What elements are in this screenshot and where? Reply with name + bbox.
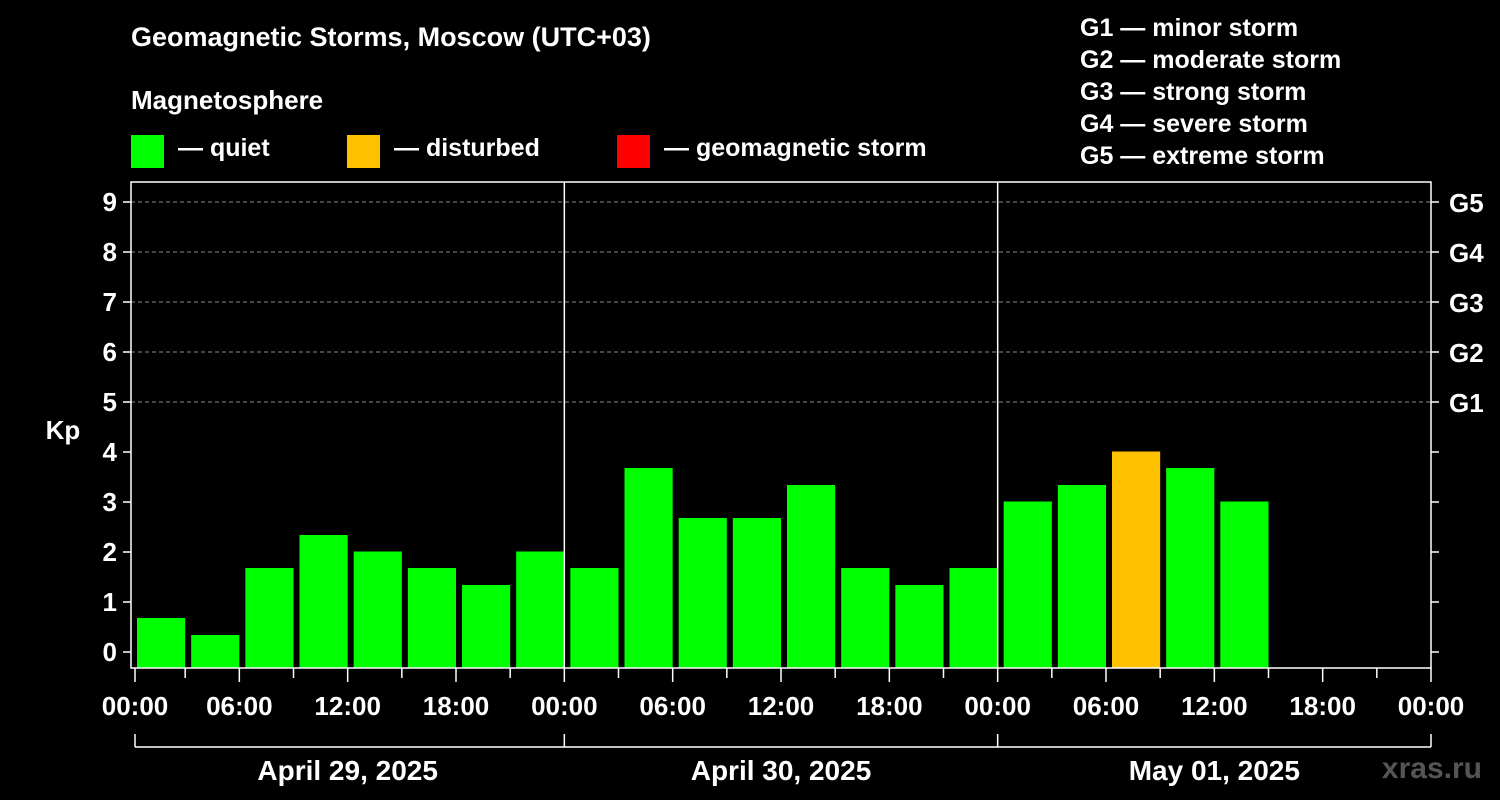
kp-bar bbox=[949, 568, 998, 668]
kp-bar bbox=[895, 585, 944, 668]
y-tick-label: 6 bbox=[103, 337, 117, 367]
x-tick-label: 06:00 bbox=[639, 691, 706, 721]
kp-bar bbox=[1003, 501, 1052, 668]
day-label: May 01, 2025 bbox=[1129, 755, 1300, 786]
g-level-label: G3 bbox=[1449, 288, 1484, 318]
x-tick-label: 00:00 bbox=[964, 691, 1031, 721]
x-tick-label: 18:00 bbox=[423, 691, 490, 721]
g-scale-g2: G2 — moderate storm bbox=[1080, 46, 1342, 74]
x-tick-label: 18:00 bbox=[856, 691, 923, 721]
kp-bar bbox=[407, 568, 456, 668]
kp-bar bbox=[245, 568, 294, 668]
g-scale-g4: G4 — severe storm bbox=[1080, 110, 1308, 138]
y-tick-label: 5 bbox=[103, 387, 117, 417]
kp-bar bbox=[841, 568, 890, 668]
kp-bar bbox=[787, 485, 836, 668]
g-scale-g3: G3 — strong storm bbox=[1080, 78, 1307, 106]
g-level-label: G2 bbox=[1449, 338, 1484, 368]
y-tick-label: 3 bbox=[103, 487, 117, 517]
kp-bar bbox=[624, 468, 673, 668]
x-tick-label: 12:00 bbox=[1181, 691, 1248, 721]
legend-label-disturbed: — disturbed bbox=[394, 134, 540, 162]
x-tick-label: 18:00 bbox=[1289, 691, 1356, 721]
kp-bar bbox=[462, 585, 511, 668]
kp-bar bbox=[516, 551, 565, 668]
y-tick-label: 7 bbox=[103, 287, 117, 317]
legend-swatch-quiet bbox=[131, 135, 164, 168]
kp-bar bbox=[299, 535, 348, 668]
kp-bar bbox=[732, 518, 781, 668]
kp-bar bbox=[191, 635, 240, 668]
g-level-label: G1 bbox=[1449, 388, 1484, 418]
kp-bar bbox=[353, 551, 402, 668]
legend-swatch-storm bbox=[617, 135, 650, 168]
x-tick-label: 06:00 bbox=[206, 691, 273, 721]
legend-label-storm: — geomagnetic storm bbox=[664, 134, 927, 162]
legend-label-quiet: — quiet bbox=[178, 134, 270, 162]
g-scale-g5: G5 — extreme storm bbox=[1080, 142, 1325, 170]
x-tick-label: 00:00 bbox=[1398, 691, 1465, 721]
y-tick-label: 4 bbox=[103, 437, 118, 467]
y-tick-label: 1 bbox=[103, 587, 117, 617]
y-tick-label: 2 bbox=[103, 537, 117, 567]
x-tick-label: 12:00 bbox=[748, 691, 815, 721]
day-label: April 30, 2025 bbox=[691, 755, 872, 786]
y-tick-label: 9 bbox=[103, 187, 117, 217]
chart-subtitle: Magnetosphere bbox=[131, 85, 324, 115]
day-label: April 29, 2025 bbox=[257, 755, 438, 786]
x-tick-label: 06:00 bbox=[1073, 691, 1140, 721]
x-tick-label: 12:00 bbox=[314, 691, 381, 721]
y-tick-label: 8 bbox=[103, 237, 117, 267]
x-tick-label: 00:00 bbox=[531, 691, 598, 721]
kp-bar bbox=[1112, 451, 1161, 668]
kp-bar bbox=[570, 568, 619, 668]
g-scale-g1: G1 — minor storm bbox=[1080, 14, 1299, 42]
watermark: xras.ru bbox=[1381, 752, 1482, 785]
kp-bar bbox=[1166, 468, 1215, 668]
y-tick-label: 0 bbox=[103, 637, 117, 667]
legend-swatch-disturbed bbox=[347, 135, 380, 168]
kp-bar bbox=[1220, 501, 1269, 668]
y-axis-label: Kp bbox=[46, 415, 81, 445]
chart-title: Geomagnetic Storms, Moscow (UTC+03) bbox=[131, 22, 651, 52]
kp-bar bbox=[1057, 485, 1106, 668]
g-level-label: G5 bbox=[1449, 188, 1484, 218]
x-tick-label: 00:00 bbox=[102, 691, 169, 721]
kp-bar bbox=[678, 518, 727, 668]
g-level-label: G4 bbox=[1449, 238, 1484, 268]
kp-bar bbox=[137, 618, 186, 668]
